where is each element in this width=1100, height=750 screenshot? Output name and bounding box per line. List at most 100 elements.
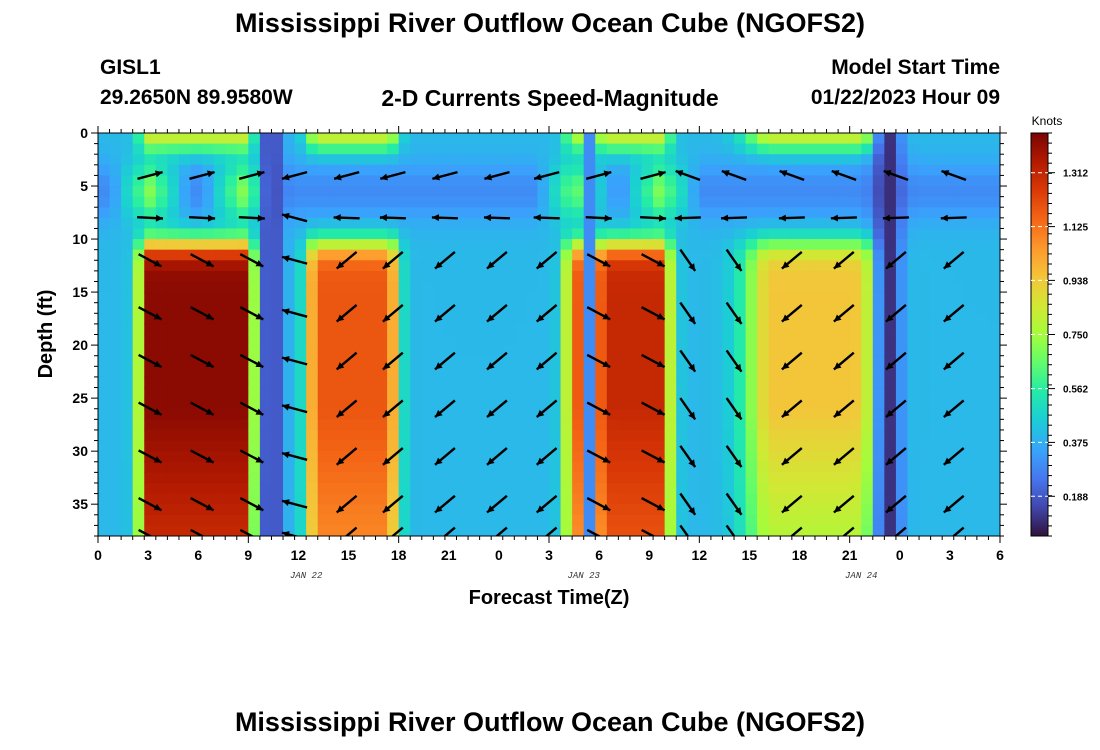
heatmap-cell [699, 408, 712, 420]
heatmap-cell [664, 207, 677, 219]
heatmap-cell [144, 313, 157, 325]
heatmap-cell [849, 419, 862, 431]
heatmap-cell [583, 440, 596, 452]
heatmap-cell [167, 461, 180, 473]
heatmap-cell [757, 514, 770, 526]
heatmap-cell [583, 345, 596, 357]
heatmap-cell [884, 249, 897, 261]
heatmap-cell [838, 419, 851, 431]
current-vector [486, 250, 508, 270]
heatmap-cell [907, 398, 920, 410]
heatmap-cell [225, 408, 238, 420]
heatmap-cell [606, 451, 619, 463]
heatmap-cell [814, 472, 828, 484]
heatmap-cell [722, 313, 735, 325]
heatmap-cell [653, 196, 666, 208]
heatmap-cell [572, 323, 585, 336]
heatmap-cell [121, 398, 134, 410]
heatmap-cell [514, 143, 527, 155]
heatmap-cell [421, 419, 434, 431]
heatmap-cell [895, 313, 909, 325]
current-vector [951, 526, 965, 536]
heatmap-cell [294, 143, 307, 155]
heatmap-cell [710, 440, 724, 452]
heatmap-cell [468, 292, 481, 304]
heatmap-cell [329, 228, 342, 240]
heatmap-cell [283, 133, 296, 145]
heatmap-cell [653, 249, 666, 261]
heatmap-cell [687, 239, 700, 251]
heatmap-cell [491, 281, 504, 293]
heatmap-cell [317, 419, 330, 431]
heatmap-cell [734, 525, 747, 536]
x-tick-label: 21 [842, 547, 858, 563]
current-vector [641, 401, 666, 416]
heatmap-cell [132, 355, 145, 367]
heatmap-cell [618, 323, 631, 336]
heatmap-cell [549, 175, 562, 187]
heatmap-cell [861, 207, 874, 219]
heatmap-cell [965, 419, 978, 431]
heatmap-cell [572, 133, 585, 145]
heatmap-cell [155, 419, 168, 431]
heatmap-cell [433, 270, 446, 283]
heatmap-cell [144, 398, 157, 410]
heatmap-cell [525, 154, 539, 166]
heatmap-cell [861, 133, 874, 145]
heatmap-cell [178, 419, 192, 431]
heatmap-cell [271, 504, 284, 516]
heatmap-cell [410, 186, 423, 198]
heatmap-cell [664, 228, 677, 240]
heatmap-cell [745, 514, 758, 526]
heatmap-cell [861, 270, 874, 283]
heatmap-cell [664, 355, 677, 367]
heatmap-cell [132, 440, 145, 452]
heatmap-cell [294, 472, 307, 484]
heatmap-cell [664, 186, 677, 198]
heatmap-cell [780, 366, 793, 378]
heatmap-cell [618, 451, 631, 463]
heatmap-cell [560, 398, 573, 410]
heatmap-cell [259, 472, 273, 484]
heatmap-cell [757, 239, 770, 251]
heatmap-cell [144, 217, 157, 230]
heatmap-cell [294, 334, 307, 346]
heatmap-cell [514, 207, 527, 219]
heatmap-cell [953, 451, 966, 463]
current-vector [586, 253, 611, 268]
heatmap-cell [838, 281, 851, 293]
heatmap-cell [664, 323, 677, 336]
heatmap-cell [363, 493, 377, 505]
heatmap-cell [803, 143, 816, 155]
heatmap-cell [433, 472, 446, 484]
heatmap-cell [549, 143, 562, 155]
heatmap-cell [768, 260, 781, 272]
heatmap-cell [861, 239, 874, 251]
heatmap-cell [433, 429, 446, 442]
heatmap-cell [236, 281, 249, 293]
heatmap-cell [283, 228, 296, 240]
current-vector [535, 250, 558, 270]
heatmap-cell [780, 143, 793, 155]
heatmap-cell [190, 345, 203, 357]
heatmap-cell [745, 398, 758, 410]
heatmap-cell [144, 292, 157, 304]
heatmap-cell [514, 387, 527, 399]
heatmap-cell [930, 217, 943, 230]
heatmap-cell [988, 175, 1000, 187]
heatmap-cell [884, 292, 897, 304]
heatmap-cell [988, 429, 1000, 442]
heatmap-cell [259, 207, 273, 219]
current-vector [137, 170, 163, 180]
heatmap-cell [109, 196, 122, 208]
heatmap-cell [791, 260, 805, 272]
heatmap-cell [919, 408, 932, 420]
heatmap-cell [259, 514, 273, 526]
heatmap-cell [676, 472, 689, 484]
heatmap-cell [641, 186, 654, 198]
heatmap-cell [387, 313, 400, 325]
heatmap-cell [745, 345, 758, 357]
heatmap-cell [791, 196, 805, 208]
heatmap-cell [421, 239, 434, 251]
heatmap-cell [745, 164, 758, 177]
